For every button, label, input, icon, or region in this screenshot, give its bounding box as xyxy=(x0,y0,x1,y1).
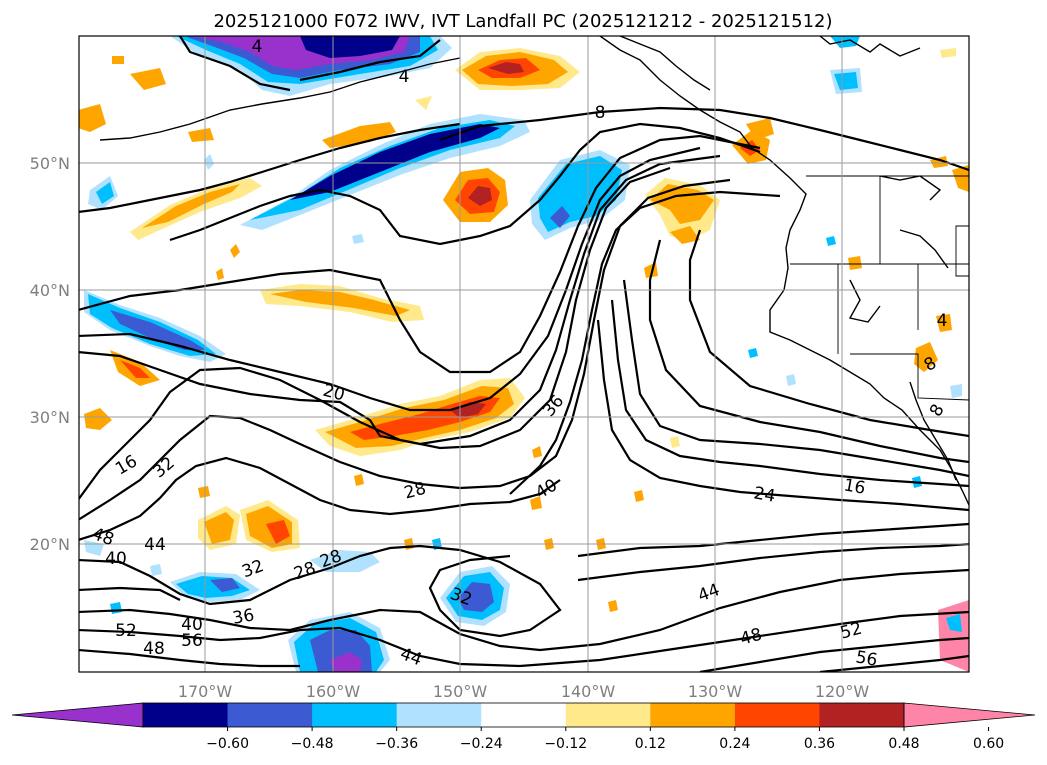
lat-label-50: 50°N xyxy=(30,154,70,173)
colorbar-cell xyxy=(143,703,229,727)
contour-label: 24 xyxy=(752,483,777,506)
colorbar-tick-label: −0.60 xyxy=(206,736,249,752)
contour-label: 16 xyxy=(842,475,867,498)
lon-label-150w: 150°W xyxy=(433,682,488,701)
lat-label-30: 30°N xyxy=(30,408,70,427)
lon-label-160w: 160°W xyxy=(306,682,361,701)
contour-label: 40 xyxy=(181,615,203,635)
border-layer xyxy=(790,175,969,401)
colorbar: −0.60 −0.48 −0.36 −0.24 −0.12 0.12 0.24 0.36 0.4… xyxy=(11,702,1036,752)
colorbar-cell xyxy=(481,703,567,727)
lat-axis: 50°N 40°N 30°N 20°N xyxy=(30,154,70,554)
contour-label: 4 xyxy=(252,37,263,57)
colorbar-cell xyxy=(819,703,905,727)
lon-axis: 170°W 160°W 150°W 140°W 130°W 120°W xyxy=(178,682,870,701)
colorbar-tick-label: −0.12 xyxy=(544,736,587,752)
contour-label: 36 xyxy=(231,605,256,628)
colorbar-tick-label: 0.60 xyxy=(973,736,1004,752)
colorbar-extend-high xyxy=(903,702,1036,728)
colorbar-tick-label: 0.36 xyxy=(804,736,835,752)
contour-layer xyxy=(79,36,969,672)
colorbar-tick-label: −0.48 xyxy=(291,736,334,752)
lon-label-170w: 170°W xyxy=(178,682,233,701)
contour-label: 4 xyxy=(937,311,948,331)
colorbar-cells xyxy=(11,702,1036,728)
contour-label: 52 xyxy=(115,621,137,641)
contour-label: 4 xyxy=(399,67,410,87)
colorbar-cell xyxy=(650,703,736,727)
map-background xyxy=(79,36,969,672)
colorbar-frame xyxy=(142,702,905,728)
colorbar-tick-label: 0.24 xyxy=(719,736,750,752)
colorbar-cell xyxy=(312,703,398,727)
gridlines xyxy=(79,36,969,672)
colorbar-tick-label: 0.12 xyxy=(635,736,666,752)
lon-label-130w: 130°W xyxy=(688,682,743,701)
colorbar-tick-label: 0.48 xyxy=(888,736,919,752)
colorbar-cell xyxy=(565,703,651,727)
colorbar-ticks: −0.60 −0.48 −0.36 −0.24 −0.12 0.12 0.24 0.36 0.4… xyxy=(206,727,1004,752)
colorbar-tick-label: −0.36 xyxy=(375,736,418,752)
colorbar-cell xyxy=(734,703,820,727)
lon-label-140w: 140°W xyxy=(561,682,616,701)
contour-label: 48 xyxy=(143,639,165,659)
lon-label-120w: 120°W xyxy=(815,682,870,701)
colorbar-cell xyxy=(396,703,482,727)
contour-label: 56 xyxy=(854,647,879,670)
contour-label: 56 xyxy=(181,631,203,651)
map-title: 2025121000 F072 IWV, IVT Landfall PC (20… xyxy=(213,11,832,32)
shading-layer xyxy=(79,36,969,672)
lat-label-40: 40°N xyxy=(30,281,70,300)
contour-label: 40 xyxy=(105,549,127,569)
colorbar-tick-label: −0.24 xyxy=(460,736,503,752)
lat-label-20: 20°N xyxy=(30,535,70,554)
colorbar-extend-low xyxy=(11,702,144,728)
map-frame xyxy=(78,35,970,673)
colorbar-cell xyxy=(227,703,313,727)
contour-label: 44 xyxy=(144,535,166,555)
contour-label: 8 xyxy=(595,103,606,123)
